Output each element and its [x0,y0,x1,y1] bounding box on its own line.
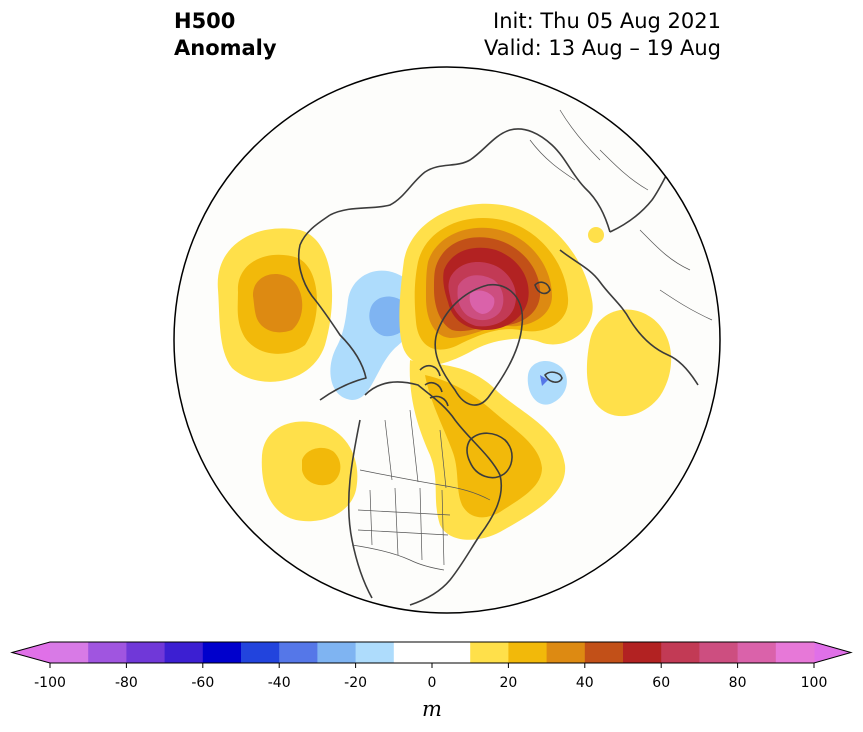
north-atlantic-trough [527,360,567,405]
colorbar-segment [775,642,815,663]
political-borders [351,109,713,571]
colorbar-tick-label: -20 [344,675,367,691]
colorbar-unit-label: m [422,697,442,721]
coast-hudson-bay [466,432,513,479]
coast-north-america [364,381,503,606]
border-us-mexico [351,544,445,571]
coast-iceland [544,371,563,383]
init-date: Init: Thu 05 Aug 2021 [493,9,721,33]
colorbar-tick-label: 100 [801,675,828,691]
colorbar-tick-label: 60 [652,675,670,691]
colorbar-outline [10,641,853,664]
title-block-right: Init: Thu 05 Aug 2021 Valid: 13 Aug – 19… [484,8,721,62]
coast-alaska [297,214,367,401]
coast-scandinavia [559,249,699,386]
colorbar-segment [164,642,204,663]
coast-siberia [329,128,611,233]
colorbar-extend-low [12,642,50,663]
colorbar-ticks: -100 -80 -60 -40 -20 0 20 40 60 80 100 [34,663,827,691]
colorbar-segment [661,642,700,663]
colorbar-segment [355,642,395,663]
colorbar-segment [546,642,586,663]
polar-map [173,66,721,614]
border-us-states [357,487,451,566]
colorbar-segment [584,642,624,663]
colorbar-tick-label: 80 [729,675,747,691]
anomaly-subtitle: Anomaly [174,36,277,60]
subtropical-pacific-ridge [261,421,358,522]
title-block-left: H500 Anomaly [174,8,277,62]
colorbar-segment [623,642,662,663]
europe-ridge [586,309,672,417]
coast-arctic-islands [419,364,449,407]
valid-range: Valid: 13 Aug – 19 Aug [483,36,721,60]
colorbar-segments [12,642,851,663]
colorbar-segment [470,642,509,663]
north-pacific-ridge [217,228,333,382]
border-eurasia [529,109,713,321]
colorbar-segment [88,642,127,663]
map-boundary [173,66,721,614]
colorbar-segment [393,642,471,663]
colorbar-segment [737,642,777,663]
eastern-europe-ridge [588,227,604,243]
colorbar-segment [508,642,548,663]
colorbar-segment [699,642,739,663]
colorbar-segment [126,642,166,663]
hudson-bay-ridge [409,360,566,540]
colorbar-tick-label: -80 [115,675,138,691]
colorbar-tick-label: 40 [576,675,594,691]
coast-svalbard [534,281,551,295]
colorbar-tick-label: -40 [268,675,291,691]
colorbar-tick-label: -60 [191,675,214,691]
coast-greenland [434,283,524,406]
coast-west-americas [347,419,373,599]
colorbar-segment [202,642,242,663]
colorbar-segment [50,642,89,663]
border-us-canada [359,469,491,501]
colorbar-tick-label: -100 [34,675,66,691]
colorbar-tick-label: 20 [499,675,517,691]
colorbar-segment [241,642,280,663]
colorbar-tick-label: 0 [428,675,437,691]
variable-title: H500 [174,9,236,33]
coastlines [297,128,699,606]
colorbar-extend-high [814,642,851,663]
colorbar-segment [317,642,357,663]
border-canada-provinces [384,409,447,489]
colorbar-segment [279,642,318,663]
